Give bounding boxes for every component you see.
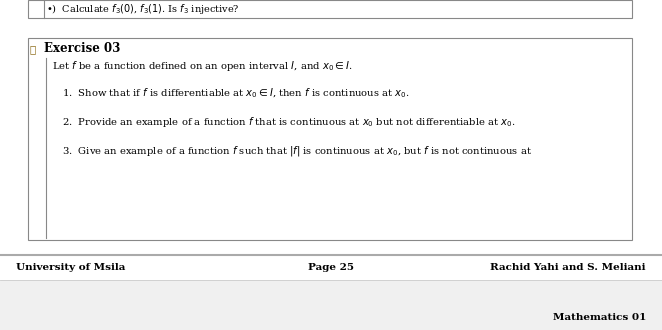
Text: 1.  Show that if $f$ is differentiable at $x_0 \in I$, then $f$ is continuous at: 1. Show that if $f$ is differentiable at…	[62, 86, 410, 100]
Text: Page 25: Page 25	[308, 262, 354, 272]
Text: Rachid Yahi and S. Meliani: Rachid Yahi and S. Meliani	[491, 262, 646, 272]
Text: Let $f$ be a function defined on an open interval $I$, and $x_0 \in I$.: Let $f$ be a function defined on an open…	[52, 59, 353, 73]
Text: Exercise 03: Exercise 03	[44, 43, 120, 55]
Text: University of Msila: University of Msila	[16, 262, 125, 272]
FancyBboxPatch shape	[28, 0, 632, 18]
Text: 🌼: 🌼	[30, 44, 36, 54]
Text: 2.  Provide an example of a function $f$ that is continuous at $x_0$ but not dif: 2. Provide an example of a function $f$ …	[62, 115, 516, 129]
Text: Mathematics 01: Mathematics 01	[553, 314, 646, 322]
Text: •)  Calculate $f_3(0)$, $f_3(1)$. Is $f_3$ injective?: •) Calculate $f_3(0)$, $f_3(1)$. Is $f_3…	[46, 2, 240, 16]
FancyBboxPatch shape	[0, 280, 662, 330]
Text: 3.  Give an example of a function $f$ such that $|f|$ is continuous at $x_0$, bu: 3. Give an example of a function $f$ suc…	[62, 144, 532, 158]
FancyBboxPatch shape	[28, 38, 632, 240]
